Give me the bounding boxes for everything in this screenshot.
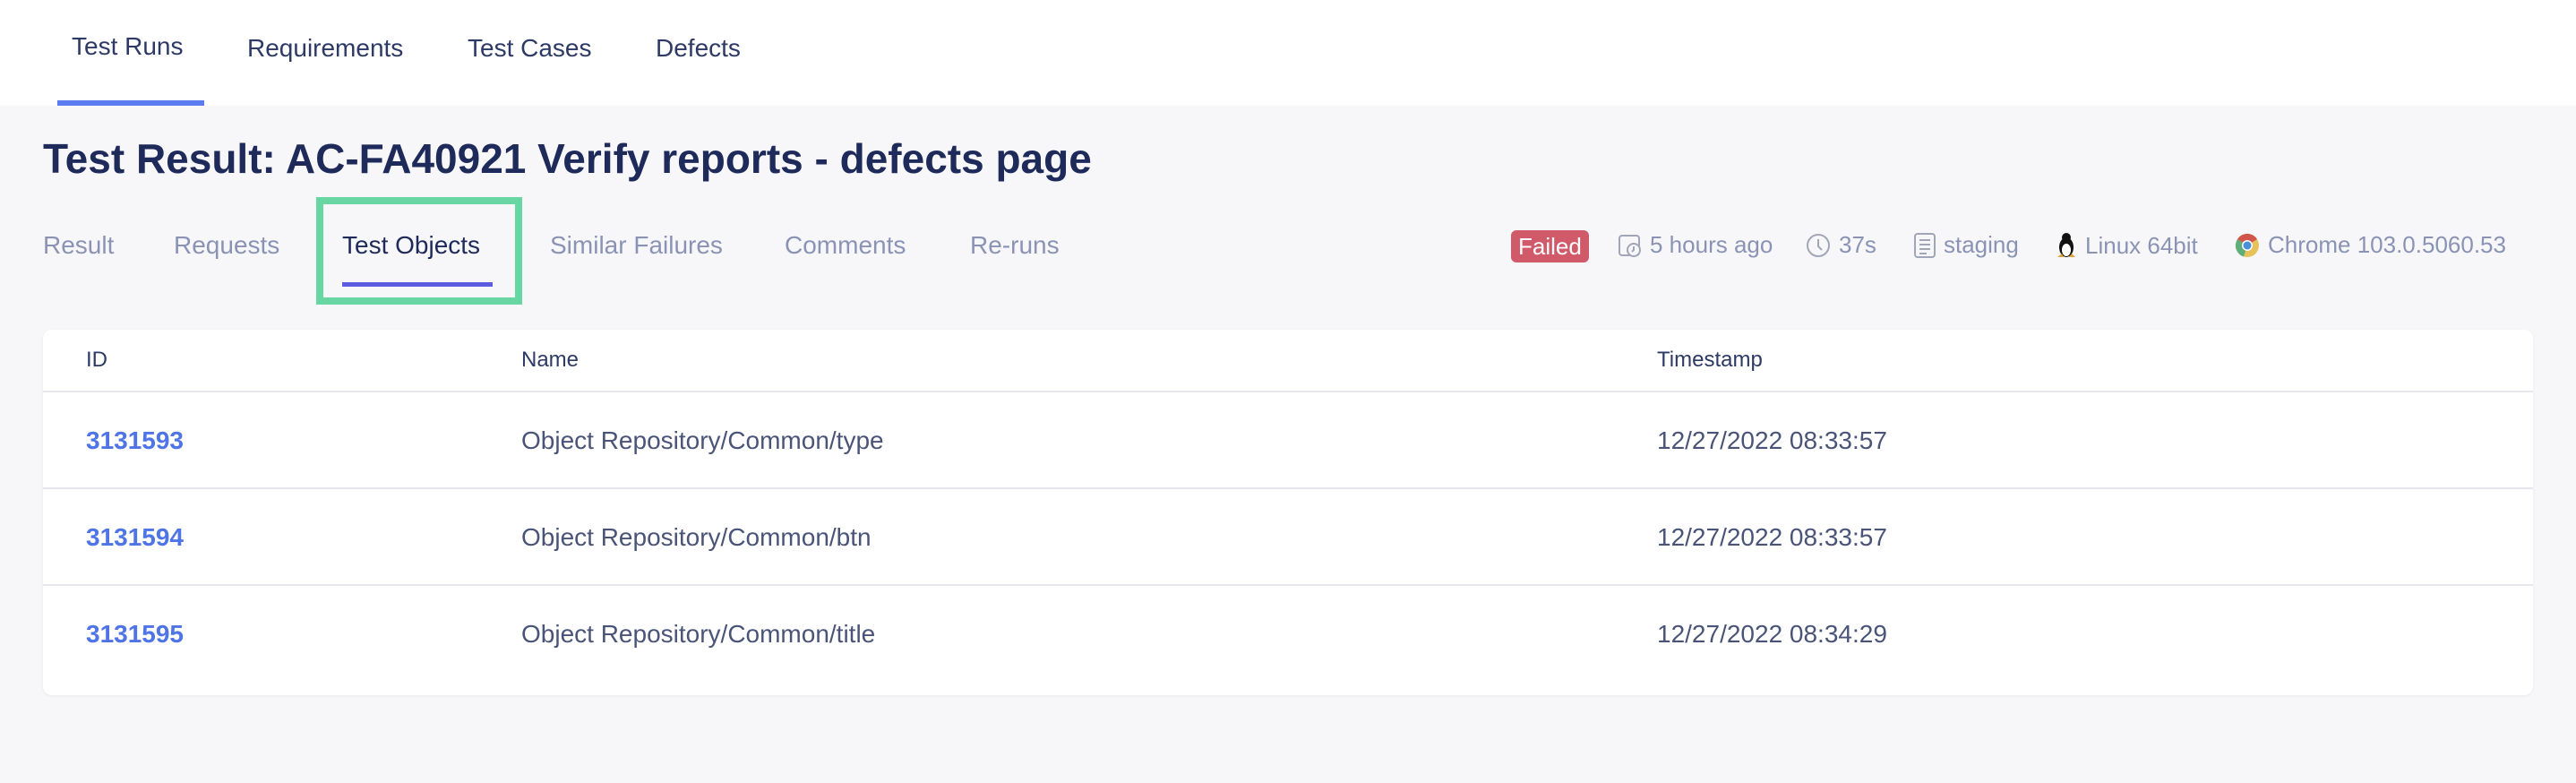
- subtab-similar-failures[interactable]: Similar Failures: [550, 231, 723, 259]
- subtab-test-objects[interactable]: Test Objects: [342, 231, 481, 259]
- object-timestamp: 12/27/2022 08:33:57: [1657, 523, 1887, 551]
- meta-time-ago: 5 hours ago: [1618, 231, 1773, 259]
- time-ago: 5 hours ago: [1650, 231, 1773, 258]
- meta-environment: staging: [1913, 231, 2019, 259]
- meta-browser: Chrome 103.0.5060.53: [2234, 231, 2506, 259]
- meta-os: Linux 64bit: [2055, 231, 2198, 260]
- object-timestamp: 12/27/2022 08:33:57: [1657, 426, 1887, 454]
- object-id-link[interactable]: 3131594: [86, 523, 185, 551]
- object-id-link[interactable]: 3131595: [86, 620, 185, 648]
- test-objects-table: ID Name Timestamp 3131593 Object Reposit…: [43, 330, 2533, 695]
- object-name: Object Repository/Common/title: [521, 620, 876, 648]
- linux-icon: [2055, 231, 2078, 260]
- table-header: ID Name Timestamp: [43, 330, 2533, 392]
- tab-defects[interactable]: Defects: [656, 34, 741, 62]
- os: Linux 64bit: [2085, 231, 2198, 259]
- header-id: ID: [86, 348, 107, 372]
- object-timestamp: 12/27/2022 08:34:29: [1657, 620, 1887, 648]
- subtab-requests[interactable]: Requests: [174, 231, 280, 259]
- calendar-clock-icon: [1618, 232, 1643, 259]
- chrome-icon: [2234, 232, 2261, 259]
- browser: Chrome 103.0.5060.53: [2268, 231, 2506, 258]
- clock-icon: [1805, 232, 1832, 259]
- subtab-result[interactable]: Result: [43, 231, 115, 259]
- table-row: 3131595 Object Repository/Common/title 1…: [43, 586, 2533, 683]
- subtab-re-runs[interactable]: Re-runs: [970, 231, 1060, 259]
- tab-test-runs[interactable]: Test Runs: [72, 32, 184, 60]
- active-tab-indicator: [57, 100, 204, 106]
- highlight-box: [316, 197, 522, 305]
- object-name: Object Repository/Common/type: [521, 426, 884, 454]
- table-row: 3131594 Object Repository/Common/btn 12/…: [43, 489, 2533, 586]
- header-name: Name: [521, 348, 580, 372]
- header-timestamp: Timestamp: [1657, 348, 1763, 372]
- active-subtab-indicator: [342, 282, 493, 287]
- meta-duration: 37s: [1805, 231, 1876, 259]
- object-id-link[interactable]: 3131593: [86, 426, 185, 454]
- document-icon: [1913, 232, 1936, 259]
- duration: 37s: [1839, 231, 1876, 258]
- status-badge: Failed: [1511, 230, 1589, 262]
- tab-test-cases[interactable]: Test Cases: [468, 34, 592, 62]
- subtab-comments[interactable]: Comments: [785, 231, 906, 259]
- environment: staging: [1944, 231, 2019, 258]
- page-title: Test Result: AC-FA40921 Verify reports -…: [43, 135, 1092, 182]
- top-nav: Test Runs Requirements Test Cases Defect…: [0, 0, 2576, 106]
- tab-requirements[interactable]: Requirements: [247, 34, 404, 62]
- object-name: Object Repository/Common/btn: [521, 523, 872, 551]
- table-row: 3131593 Object Repository/Common/type 12…: [43, 392, 2533, 489]
